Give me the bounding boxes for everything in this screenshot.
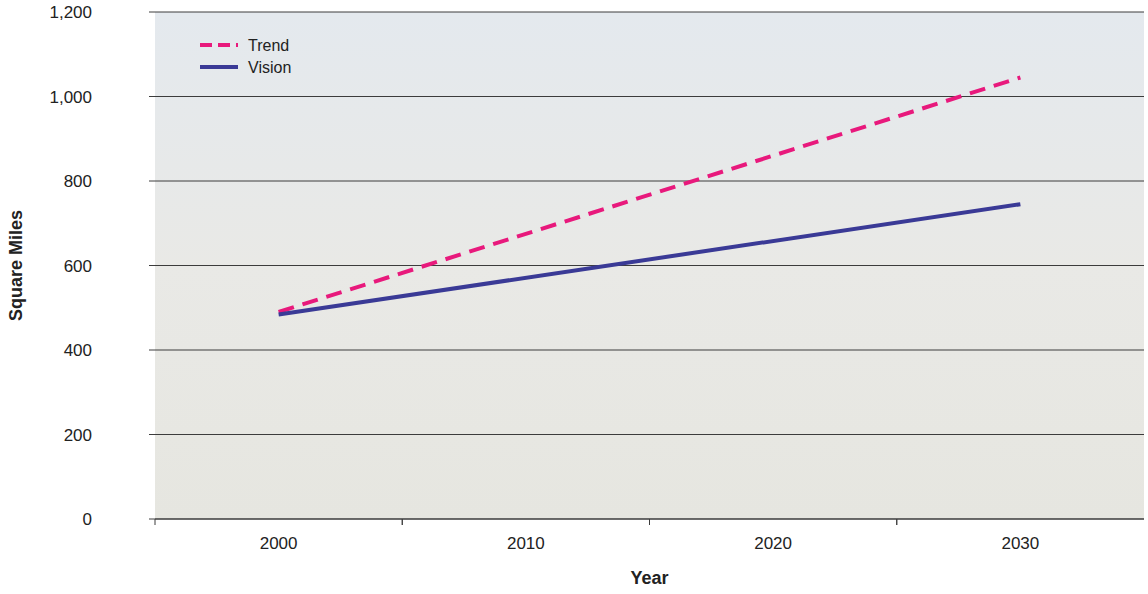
grid-line (155, 181, 1144, 182)
lines (279, 77, 1021, 314)
series-line (279, 77, 1021, 311)
chart: 0 200 400 600 800 1,000 1,200 2000 2010 2020 2030 Y… (0, 0, 1148, 594)
x-tick-label: 2000 (260, 534, 298, 553)
x-tick (402, 519, 403, 525)
x-tick (896, 519, 897, 525)
y-tick (149, 181, 155, 182)
grid-line (155, 434, 1144, 435)
x-tick (155, 519, 156, 525)
y-tick (149, 519, 155, 520)
x-tick (649, 519, 650, 525)
grid-line (155, 96, 1144, 97)
plot-background (155, 12, 1144, 519)
y-tick-label: 400 (64, 341, 92, 360)
y-tick-label: 200 (64, 426, 92, 445)
grid-line (155, 265, 1144, 266)
y-tick (149, 12, 155, 13)
x-tick (896, 519, 897, 525)
x-axis-title: Year (630, 568, 668, 588)
x-tick (402, 519, 403, 525)
grid-line (155, 350, 1144, 351)
legend-swatch (200, 43, 238, 47)
x-tick (649, 519, 650, 525)
x-tick-label: 2030 (1001, 534, 1039, 553)
y-tick-label: 800 (64, 172, 92, 191)
series-line (279, 204, 1021, 314)
y-tick-label: 600 (64, 257, 92, 276)
legend-label: Trend (248, 37, 289, 54)
y-axis-title: Square Miles (6, 210, 26, 321)
legend-label: Vision (248, 59, 291, 76)
y-tick-label: 0 (83, 510, 92, 529)
x-tick-label: 2010 (507, 534, 545, 553)
y-tick (149, 265, 155, 266)
y-tick (149, 96, 155, 97)
y-tick-label: 1,000 (49, 88, 92, 107)
y-tick-label: 1,200 (49, 3, 92, 22)
y-tick (149, 350, 155, 351)
x-tick-label: 2020 (754, 534, 792, 553)
legend-swatch (200, 65, 238, 69)
grid-line (155, 12, 1144, 13)
y-tick (149, 434, 155, 435)
